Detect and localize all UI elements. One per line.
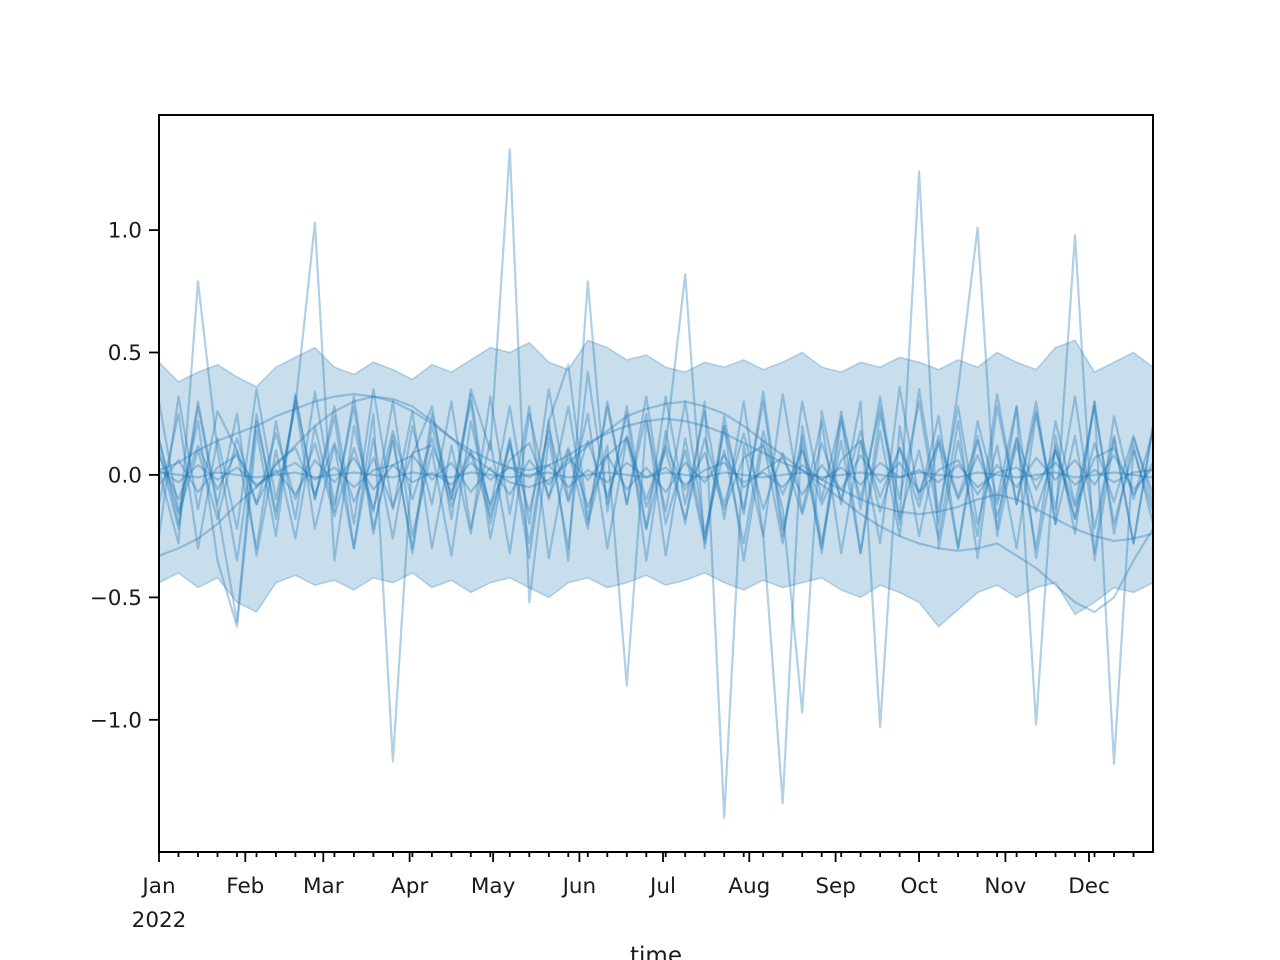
series-line-smooth-2 (159, 393, 1153, 543)
y-tick-label: 1.0 (108, 219, 142, 244)
series-line-near-zero-3 (159, 437, 1153, 511)
x-tick-label-feb: Feb (226, 874, 264, 899)
y-tick-label: 0.0 (108, 463, 142, 488)
series-line-noisy-2 (159, 221, 1153, 805)
series-line-noisy-1 (159, 148, 1153, 819)
x-axis-label: time (630, 943, 682, 960)
series-line-noisy-6 (159, 363, 1153, 560)
y-tick-label: −1.0 (90, 708, 142, 733)
x-tick-label-jun: Jun (561, 874, 597, 899)
series-line-noisy-4 (159, 395, 1153, 766)
series-line-near-zero-4 (159, 471, 1153, 479)
axis-ticks (149, 229, 1135, 862)
series-line-near-zero-5 (159, 429, 1153, 521)
y-tick-label: −0.5 (90, 586, 142, 611)
x-tick-label-jul: Jul (648, 874, 676, 899)
x-tick-label-aug: Aug (728, 874, 770, 899)
series-line-near-zero-1 (159, 461, 1153, 489)
x-tick-label-sep: Sep (815, 874, 856, 899)
x-tick-label-dec: Dec (1068, 874, 1110, 899)
x-tick-label-jan: Jan (140, 874, 175, 899)
series-line-smooth-1 (159, 395, 1153, 614)
x-tick-label-mar: Mar (303, 874, 344, 899)
x-tick-label-nov: Nov (984, 874, 1026, 899)
x-year-label: 2022 (132, 908, 187, 933)
plot-border (158, 114, 1154, 853)
y-tick-label: 0.5 (108, 341, 142, 366)
x-tick-label-may: May (471, 874, 516, 899)
series-line-noisy-3 (159, 170, 1153, 562)
plot-area (159, 148, 1153, 819)
series-line-near-zero-2 (159, 454, 1153, 496)
x-tick-label-oct: Oct (901, 874, 938, 899)
x-tick-label-apr: Apr (391, 874, 428, 899)
series-line-noisy-5 (159, 388, 1153, 628)
confidence-band (159, 339, 1153, 628)
